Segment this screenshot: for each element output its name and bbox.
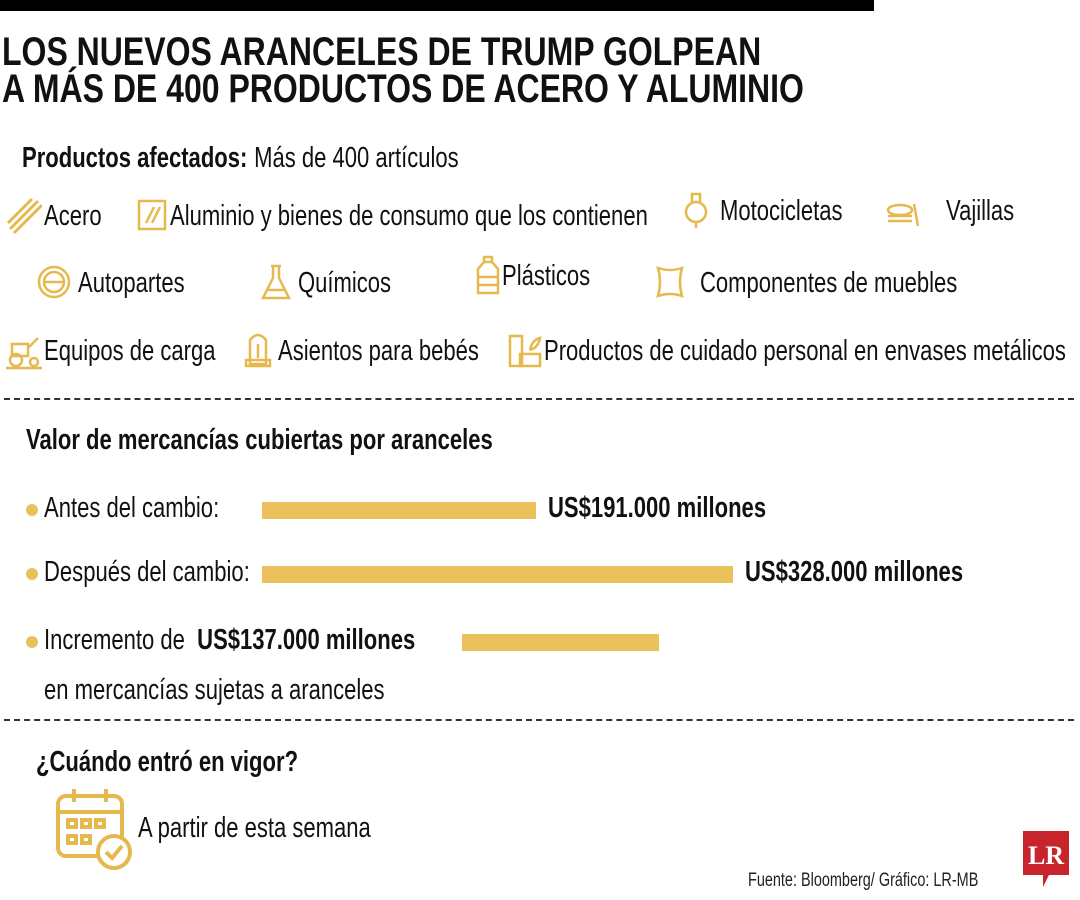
value-label: US$191.000 millones: [548, 492, 767, 524]
steering-wheel-icon: [36, 262, 72, 302]
category-label: Antes del cambio:: [44, 492, 220, 524]
divider: [4, 719, 1074, 721]
divider: [4, 398, 1074, 400]
products-header: Productos afectados: Más de 400 artículo…: [22, 142, 459, 174]
title-line-2: A MÁS DE 400 PRODUCTOS DE ACERO Y ALUMIN…: [2, 67, 804, 111]
calendar-check-icon: [54, 786, 134, 872]
loader-tractor-icon: [6, 330, 42, 370]
steel-bars-icon: [6, 195, 44, 235]
product-item-label: Aluminio y bienes de consumo que los con…: [170, 200, 648, 232]
cosmetics-icon: [506, 330, 542, 370]
source-note: Fuente: Bloomberg/ Gráfico: LR-MB: [748, 870, 979, 891]
lr-logo: LR: [1023, 831, 1069, 887]
product-item-label: Equipos de carga: [44, 335, 216, 367]
bullet-dot: [26, 568, 38, 580]
product-item-label: Vajillas: [946, 195, 1015, 227]
effective-heading: ¿Cuándo entró en vigor?: [36, 746, 299, 778]
bar: [262, 566, 733, 583]
bar: [262, 502, 537, 519]
product-item-label: Productos de cuidado personal en envases…: [544, 335, 1066, 367]
aluminum-foil-icon: [134, 195, 170, 235]
product-item-label: Asientos para bebés: [278, 335, 479, 367]
svg-text:LR: LR: [1028, 841, 1064, 870]
bullet-dot: [26, 636, 38, 648]
bullet-dot: [26, 504, 38, 516]
category-label: Incremento de US$137.000 millones: [44, 624, 416, 656]
value-label: US$328.000 millones: [745, 556, 964, 588]
effective-text: A partir de esta semana: [138, 812, 371, 844]
product-item-label: Motocicletas: [720, 195, 843, 227]
top-rule: [0, 0, 874, 11]
dishes-icon: [884, 190, 920, 230]
baby-seat-icon: [240, 330, 276, 370]
increment-note: en mercancías sujetas a aranceles: [44, 674, 385, 706]
product-item-label: Acero: [44, 200, 102, 232]
chart-title: Valor de mercancías cubiertas por arance…: [26, 424, 493, 456]
leather-icon: [652, 262, 688, 302]
category-label: Después del cambio:: [44, 556, 250, 588]
product-item-label: Químicos: [298, 267, 392, 299]
title-line-1: LOS NUEVOS ARANCELES DE TRUMP GOLPEAN: [2, 30, 762, 74]
bottle-icon: [470, 255, 506, 295]
product-item-label: Componentes de muebles: [700, 267, 958, 299]
motorcycle-icon: [678, 190, 714, 230]
flask-icon: [258, 262, 294, 302]
bar: [462, 634, 659, 651]
product-item-label: Autopartes: [78, 267, 185, 299]
product-item-label: Plásticos: [502, 260, 591, 292]
